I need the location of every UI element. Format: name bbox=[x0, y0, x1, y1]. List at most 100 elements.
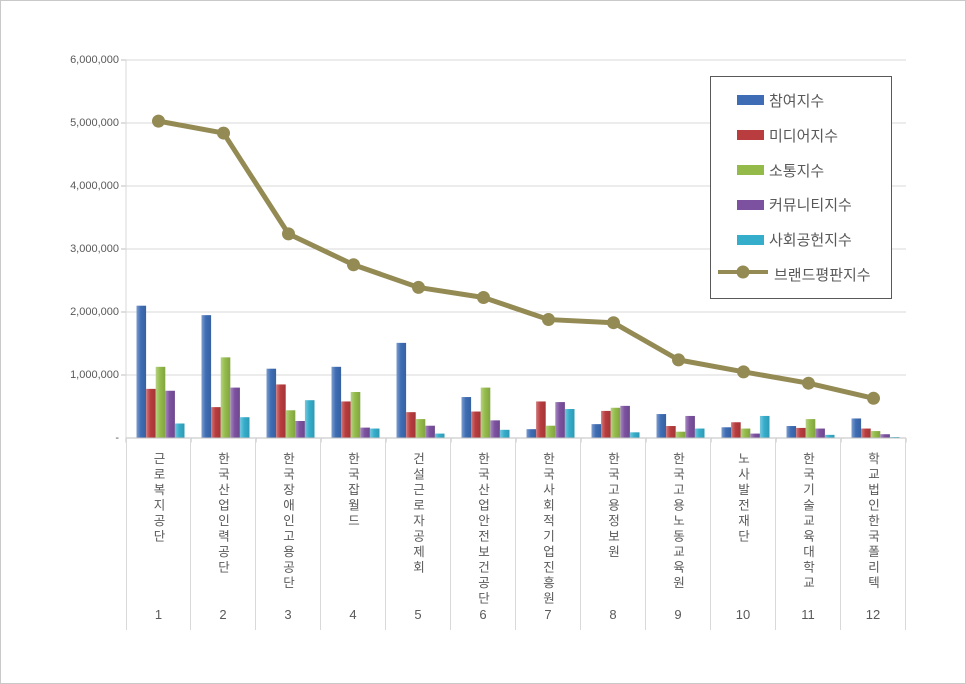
x-axis-category-strip: 근로복지공단 1 한국산업인력공단 2 한국장애인고용공단 3 한국잡월드 4 건설근로자공제회… bbox=[126, 438, 906, 630]
bar bbox=[805, 419, 816, 438]
bar bbox=[201, 315, 212, 438]
bar bbox=[880, 434, 890, 438]
bar bbox=[629, 432, 640, 438]
bar bbox=[406, 412, 416, 438]
category-label: 한국산업인력공단 bbox=[215, 452, 230, 576]
category-cell: 한국고용노동교육원 9 bbox=[646, 438, 711, 630]
category-number: 2 bbox=[219, 607, 227, 622]
bar bbox=[266, 368, 277, 438]
bar bbox=[759, 415, 770, 438]
bar bbox=[675, 431, 686, 438]
bar bbox=[174, 423, 185, 438]
legend-label: 브랜드평판지수 bbox=[774, 267, 871, 285]
bar-series-1 bbox=[146, 384, 871, 438]
y-axis: 6,000,000 5,000,000 4,000,000 3,000,000 2,00… bbox=[39, 1, 119, 501]
trend-line-marker bbox=[867, 391, 880, 405]
bar bbox=[136, 305, 147, 438]
category-number: 10 bbox=[735, 607, 751, 622]
bar bbox=[815, 428, 825, 438]
trend-line-marker bbox=[347, 258, 360, 272]
legend-bar-swatch-icon bbox=[737, 234, 764, 245]
category-label: 노사발전재단 bbox=[735, 452, 750, 545]
category-cell: 한국장애인고용공단 3 bbox=[256, 438, 321, 630]
bar bbox=[276, 384, 286, 438]
bar bbox=[526, 429, 537, 438]
bar bbox=[796, 427, 806, 438]
y-axis-tick-label: 1,000,000 bbox=[70, 369, 119, 381]
legend-item: 미디어지수 bbox=[711, 120, 891, 150]
legend-line-swatch-icon bbox=[717, 264, 769, 285]
legend-item: 참여지수 bbox=[711, 85, 891, 115]
bar bbox=[471, 411, 481, 438]
legend-bar-swatch-icon bbox=[737, 199, 764, 210]
bar bbox=[740, 428, 751, 438]
bar bbox=[555, 402, 565, 438]
bar bbox=[870, 431, 881, 438]
trend-line-marker bbox=[217, 126, 230, 140]
bar bbox=[851, 418, 862, 438]
bar bbox=[610, 407, 621, 438]
category-number: 1 bbox=[154, 607, 163, 622]
category-cell: 한국고용정보원 8 bbox=[581, 438, 646, 630]
bar-series-2 bbox=[155, 357, 881, 438]
legend-label: 사회공헌지수 bbox=[769, 232, 852, 250]
bar bbox=[564, 409, 575, 438]
bar bbox=[499, 429, 510, 438]
category-cell: 한국잡월드 4 bbox=[321, 438, 386, 630]
bar bbox=[155, 366, 166, 438]
category-cell: 한국산업안전보건공단 6 bbox=[451, 438, 516, 630]
trend-line-marker bbox=[152, 114, 165, 128]
bar bbox=[620, 405, 630, 438]
category-label: 건설근로자공제회 bbox=[410, 452, 425, 576]
legend-item: 브랜드평판지수 bbox=[711, 260, 891, 290]
bar-series-3 bbox=[165, 387, 890, 438]
bar bbox=[536, 401, 546, 438]
category-number: 5 bbox=[414, 607, 422, 622]
bar-series-4 bbox=[174, 400, 900, 439]
bar bbox=[239, 417, 250, 438]
bar bbox=[415, 419, 426, 438]
category-number: 7 bbox=[544, 607, 552, 622]
legend-item: 커뮤니티지수 bbox=[711, 190, 891, 220]
category-cell: 학교법인한국폴리텍 12 bbox=[841, 438, 906, 630]
bar bbox=[490, 420, 500, 438]
bar bbox=[656, 414, 667, 438]
legend-bar-swatch-icon bbox=[737, 95, 764, 106]
legend-label: 커뮤니티지수 bbox=[769, 197, 852, 215]
bar bbox=[220, 357, 231, 438]
category-label: 근로복지공단 bbox=[151, 452, 165, 545]
legend-item: 소통지수 bbox=[711, 155, 891, 185]
category-label: 한국기술교육대학교 bbox=[800, 452, 815, 592]
y-axis-tick-label: 3,000,000 bbox=[70, 243, 119, 255]
trend-line-marker bbox=[412, 280, 425, 294]
bar bbox=[341, 401, 351, 438]
bar bbox=[685, 415, 695, 438]
category-number: 6 bbox=[479, 607, 487, 622]
trend-line bbox=[156, 118, 876, 401]
bar-series-0 bbox=[136, 305, 862, 438]
bar bbox=[480, 387, 491, 438]
bar bbox=[434, 433, 445, 438]
category-cell: 노사발전재단 10 bbox=[711, 438, 776, 630]
trend-line-marker bbox=[607, 316, 620, 330]
y-axis-tick-label: 6,000,000 bbox=[70, 54, 119, 66]
category-cell: 한국사회적기업진흥원 7 bbox=[516, 438, 581, 630]
bar bbox=[425, 425, 435, 438]
bar bbox=[285, 410, 296, 438]
y-axis-tick-label: 5,000,000 bbox=[70, 117, 119, 129]
bar bbox=[304, 400, 315, 438]
category-cell: 건설근로자공제회 5 bbox=[386, 438, 451, 630]
bar bbox=[165, 390, 175, 438]
trend-line-marker bbox=[802, 376, 815, 390]
category-number: 9 bbox=[674, 607, 682, 622]
bar bbox=[331, 366, 342, 438]
y-axis-tick-label: 4,000,000 bbox=[70, 180, 119, 192]
category-cell: 한국산업인력공단 2 bbox=[191, 438, 256, 630]
category-number: 4 bbox=[349, 607, 357, 622]
bar bbox=[396, 342, 407, 438]
legend-bar-swatch-icon bbox=[737, 130, 764, 141]
bar bbox=[694, 428, 705, 438]
bar bbox=[721, 427, 732, 438]
category-number: 3 bbox=[284, 607, 292, 622]
